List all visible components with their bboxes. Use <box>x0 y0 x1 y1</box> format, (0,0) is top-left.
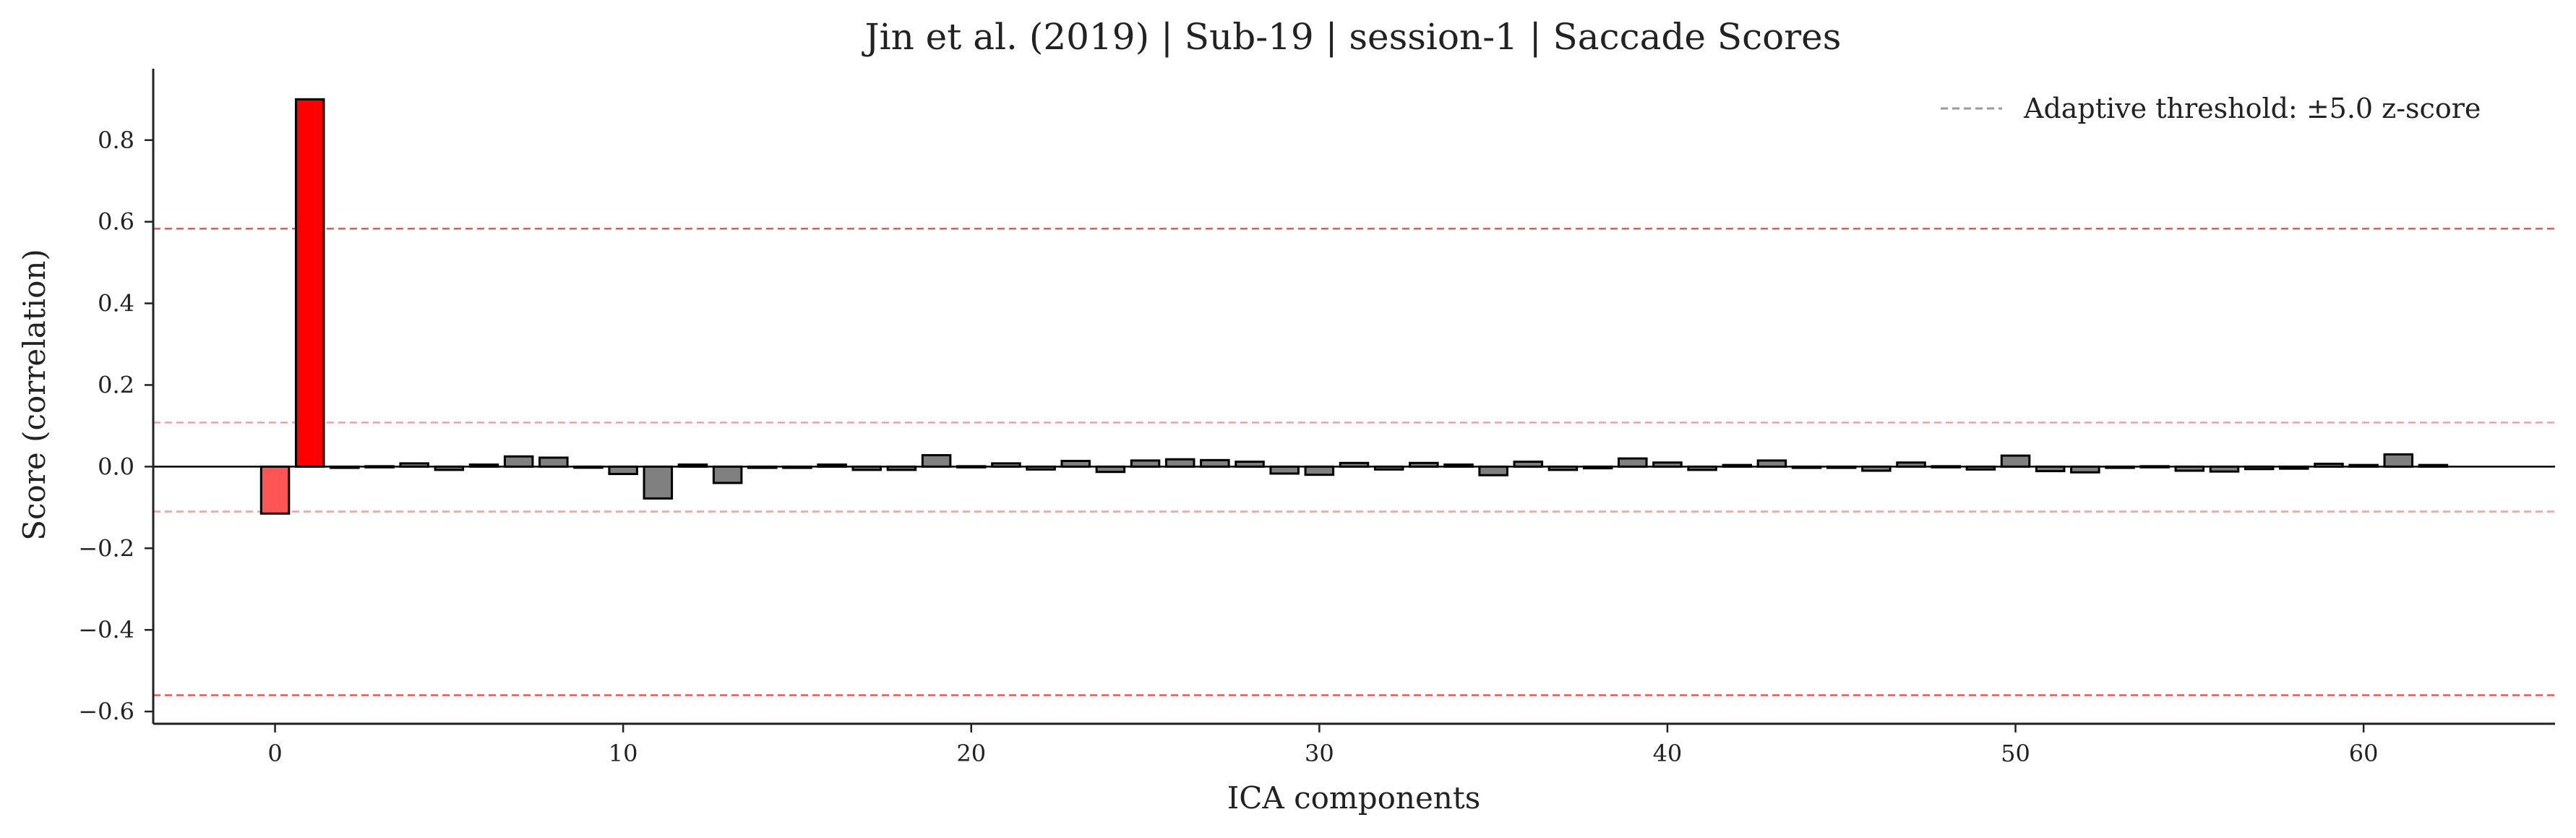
bar-component-7 <box>503 455 534 468</box>
bar-component-43 <box>1756 459 1787 468</box>
bar-component-13 <box>712 465 743 484</box>
bar-component-38 <box>1582 465 1613 470</box>
bar-component-41 <box>1687 465 1717 471</box>
bar-component-14 <box>747 465 778 469</box>
bar-component-37 <box>1547 465 1579 471</box>
bar-component-51 <box>2035 465 2066 473</box>
bar-component-54 <box>2139 465 2170 469</box>
bar-component-33 <box>1409 461 1439 468</box>
bar-component-62 <box>2418 463 2449 468</box>
x-tick-label: 40 <box>1653 740 1683 767</box>
bar-component-53 <box>2105 465 2135 469</box>
bar-component-18 <box>886 465 917 471</box>
bar-component-50 <box>2000 454 2031 468</box>
bar-component-19 <box>921 454 952 468</box>
bar-component-2 <box>330 465 360 469</box>
bar-component-11 <box>643 465 674 500</box>
bar-component-15 <box>782 465 812 469</box>
x-ticks: 0 10 20 30 40 50 60 <box>267 724 2378 767</box>
bar-component-42 <box>1722 463 1753 468</box>
y-axis-label: Score (correlation) <box>17 249 52 541</box>
bar-component-39 <box>1618 457 1648 468</box>
bar-component-0 <box>259 465 291 515</box>
bar-component-32 <box>1373 465 1404 471</box>
bar-component-55 <box>2174 465 2205 472</box>
y-tick-label: −0.2 <box>78 534 134 562</box>
x-tick-label: 0 <box>267 740 282 767</box>
y-tick-label: 0.2 <box>98 371 134 398</box>
bar-component-44 <box>1791 465 1822 469</box>
y-tick-label: −0.4 <box>78 616 134 644</box>
x-tick-label: 50 <box>2001 740 2030 767</box>
bar-component-20 <box>956 465 987 469</box>
bar-component-56 <box>2209 465 2240 473</box>
legend-label: Adaptive threshold: ±5.0 z-score <box>2023 93 2481 124</box>
bar-component-17 <box>851 465 883 471</box>
bar-component-30 <box>1304 465 1335 476</box>
bar-component-8 <box>538 456 569 468</box>
bar-component-29 <box>1269 465 1300 475</box>
bar-component-49 <box>1965 465 1996 471</box>
bar-component-28 <box>1235 461 1265 468</box>
bar-component-3 <box>364 465 395 469</box>
y-ticks: −0.6 −0.4 −0.2 0.0 0.2 0.4 0.6 0.8 <box>78 127 153 725</box>
bar-component-46 <box>1861 465 1892 472</box>
bar-component-10 <box>608 465 638 476</box>
bar-component-21 <box>991 462 1021 468</box>
bar-component-45 <box>1826 465 1857 469</box>
x-tick-label: 60 <box>2349 740 2379 767</box>
legend: Adaptive threshold: ±5.0 z-score <box>1941 93 2481 124</box>
bar-component-4 <box>399 462 429 468</box>
y-tick-label: −0.6 <box>78 698 134 725</box>
bar-component-22 <box>1026 465 1056 471</box>
bar-component-59 <box>2314 462 2344 468</box>
bar-component-25 <box>1130 459 1161 468</box>
threshold-lines <box>153 228 2555 696</box>
bar-component-24 <box>1095 465 1126 474</box>
bar-component-57 <box>2244 465 2275 471</box>
y-tick-label: 0.4 <box>98 290 134 317</box>
bar-component-61 <box>2383 453 2414 468</box>
bar-component-9 <box>573 465 604 469</box>
bar-component-58 <box>2279 465 2309 470</box>
bar-component-47 <box>1896 461 1926 468</box>
bar-component-6 <box>468 463 499 468</box>
bar-component-5 <box>434 465 465 471</box>
x-axis-label: ICA components <box>1227 780 1481 816</box>
y-tick-label: 0.8 <box>98 127 134 154</box>
bar-component-52 <box>2070 465 2100 474</box>
chart-title: Jin et al. (2019) | Sub-19 | session-1 |… <box>862 16 1842 58</box>
bar-component-60 <box>2348 463 2379 468</box>
bar-component-40 <box>1652 461 1683 468</box>
bar-component-34 <box>1443 463 1474 468</box>
bar-component-31 <box>1339 461 1370 468</box>
bar-component-48 <box>1931 465 1961 469</box>
bar-component-35 <box>1478 465 1508 476</box>
bars <box>259 98 2449 515</box>
x-tick-label: 30 <box>1305 740 1334 767</box>
bar-component-1 <box>294 98 325 468</box>
bar-component-16 <box>817 463 847 468</box>
bar-component-27 <box>1200 458 1230 468</box>
x-tick-label: 20 <box>956 740 986 767</box>
bar-component-23 <box>1060 459 1091 468</box>
y-tick-label: 0.6 <box>98 208 134 236</box>
x-tick-label: 10 <box>609 740 638 767</box>
bar-component-12 <box>677 463 708 468</box>
bar-component-26 <box>1164 458 1195 468</box>
bar-component-36 <box>1513 461 1544 468</box>
y-tick-label: 0.0 <box>98 453 134 480</box>
